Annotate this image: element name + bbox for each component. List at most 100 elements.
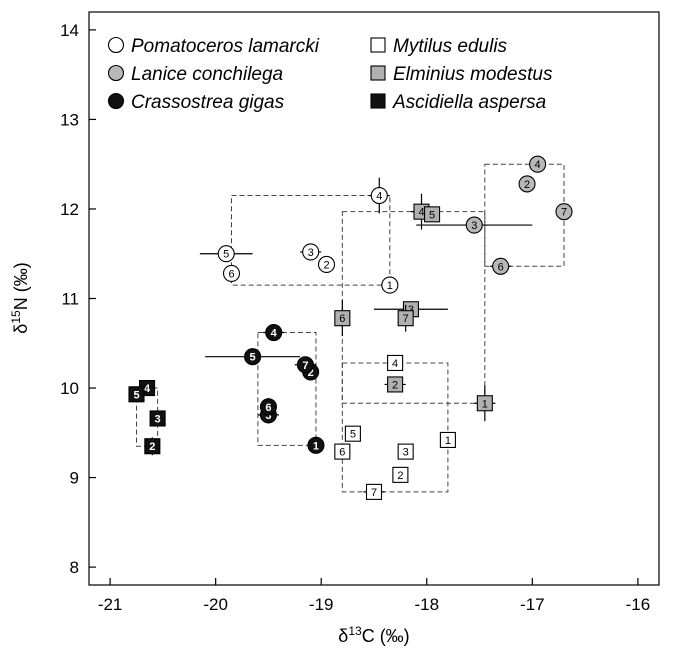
legend: Pomatoceros lamarcki Lanice conchilega Cra… [107, 36, 553, 113]
data-point: 2 [144, 438, 161, 455]
legend-label: Pomatoceros lamarcki [131, 36, 320, 57]
legend-label: Crassostrea gigas [131, 92, 285, 113]
axis-label-rest: C (‰) [362, 626, 410, 646]
data-point-label: 7 [403, 313, 409, 325]
data-point-shape [555, 203, 573, 221]
data-point-shape [424, 206, 441, 223]
data-point-label: 3 [308, 247, 314, 259]
y-tick-label: 14 [60, 21, 79, 40]
data-point: 5 [128, 386, 145, 403]
data-point-label: 4 [376, 191, 382, 203]
data-point: 2 [392, 466, 409, 483]
data-point-shape [217, 245, 235, 263]
data-point: 6 [492, 257, 510, 275]
data-point-label: 4 [392, 358, 398, 370]
data-point-label: 1 [387, 280, 393, 292]
data-point-shape [529, 155, 547, 173]
data-point: 4 [387, 354, 404, 372]
data-point-label: 2 [323, 259, 329, 271]
x-tick-label: -20 [203, 595, 228, 614]
data-point-label: 6 [339, 447, 345, 459]
legend-item: Elminius modestus [370, 64, 553, 85]
legend-item: Ascidiella aspersa [370, 92, 546, 113]
data-point: 1 [381, 276, 399, 294]
x-tick-label: -21 [98, 595, 123, 614]
data-point-shape [365, 483, 383, 500]
data-point: 1 [439, 431, 456, 449]
data-point: 3 [302, 243, 320, 261]
range-boxes [136, 163, 565, 493]
data-point-label: 3 [403, 447, 409, 459]
legend-swatch [107, 92, 125, 110]
x-tick-label: -17 [520, 595, 545, 614]
data-point-label: 7 [561, 207, 567, 219]
data-point: 3 [465, 216, 483, 234]
data-point-label: 4 [535, 159, 541, 171]
data-point-shape [244, 348, 262, 366]
data-point-label: 4 [418, 207, 424, 219]
axis-label-symbol: δ [11, 324, 31, 334]
data-point: 6 [259, 398, 277, 416]
legend-item: Lanice conchilega [107, 64, 283, 85]
legend-item: Mytilus edulis [370, 36, 508, 57]
data-point: 2 [317, 255, 336, 274]
data-point-label: 1 [445, 435, 451, 447]
data-point-label: 5 [133, 389, 139, 401]
data-point-shape [465, 216, 483, 234]
data-point-shape [476, 395, 493, 412]
data-point-label: 2 [392, 379, 398, 391]
data-point: 6 [222, 264, 241, 282]
data-point: 7 [555, 203, 573, 221]
axis-label-superscript: 15 [9, 310, 23, 324]
data-point-shape [492, 257, 510, 275]
data-point-shape [334, 310, 351, 327]
data-point-label: 7 [302, 360, 308, 372]
data-point-shape [334, 443, 351, 460]
data-point: 4 [529, 155, 547, 173]
legend-swatch [370, 93, 386, 109]
data-point-shape [518, 175, 536, 193]
data-point-label: 3 [265, 410, 271, 422]
data-point-label: 2 [397, 470, 403, 482]
data-point-label: 5 [350, 429, 356, 441]
legend-swatch [370, 65, 386, 81]
data-point-shape [397, 310, 414, 327]
data-point-shape [222, 264, 241, 282]
data-point-label: 2 [308, 367, 314, 379]
data-point-label: 6 [265, 402, 271, 414]
y-tick-label: 9 [70, 469, 79, 488]
legend-swatch [370, 37, 386, 53]
data-point-shape [387, 376, 404, 393]
data-point-label: 5 [250, 352, 256, 364]
data-point: 6 [334, 443, 351, 460]
y-tick-label: 11 [61, 290, 79, 309]
legend-swatch [107, 36, 125, 54]
legend-label: Lanice conchilega [131, 64, 283, 85]
data-point-shape [128, 386, 145, 403]
data-point-label: 5 [429, 209, 435, 221]
data-point-label: 5 [223, 249, 229, 261]
data-point: 5 [244, 348, 262, 366]
data-point: 7 [397, 310, 414, 327]
legend-item: Crassostrea gigas [107, 92, 285, 113]
data-point-shape [302, 243, 320, 261]
data-point: 7 [365, 483, 383, 500]
range-box [257, 332, 317, 446]
data-point-label: 6 [339, 313, 345, 325]
y-tick-label: 12 [60, 200, 79, 219]
legend-label: Elminius modestus [393, 64, 553, 85]
legend-label: Ascidiella aspersa [392, 92, 546, 113]
y-tick-label: 8 [70, 558, 79, 577]
data-point: 5 [344, 425, 361, 442]
data-point: 6 [334, 310, 351, 327]
data-point-shape [149, 410, 166, 427]
data-point-label: 3 [155, 413, 161, 425]
range-box [231, 195, 391, 286]
data-point-shape [307, 436, 325, 454]
data-point-shape [317, 255, 336, 274]
data-point-label: 3 [471, 220, 477, 232]
data-point-shape [265, 323, 283, 342]
data-point-label: 2 [149, 441, 155, 453]
